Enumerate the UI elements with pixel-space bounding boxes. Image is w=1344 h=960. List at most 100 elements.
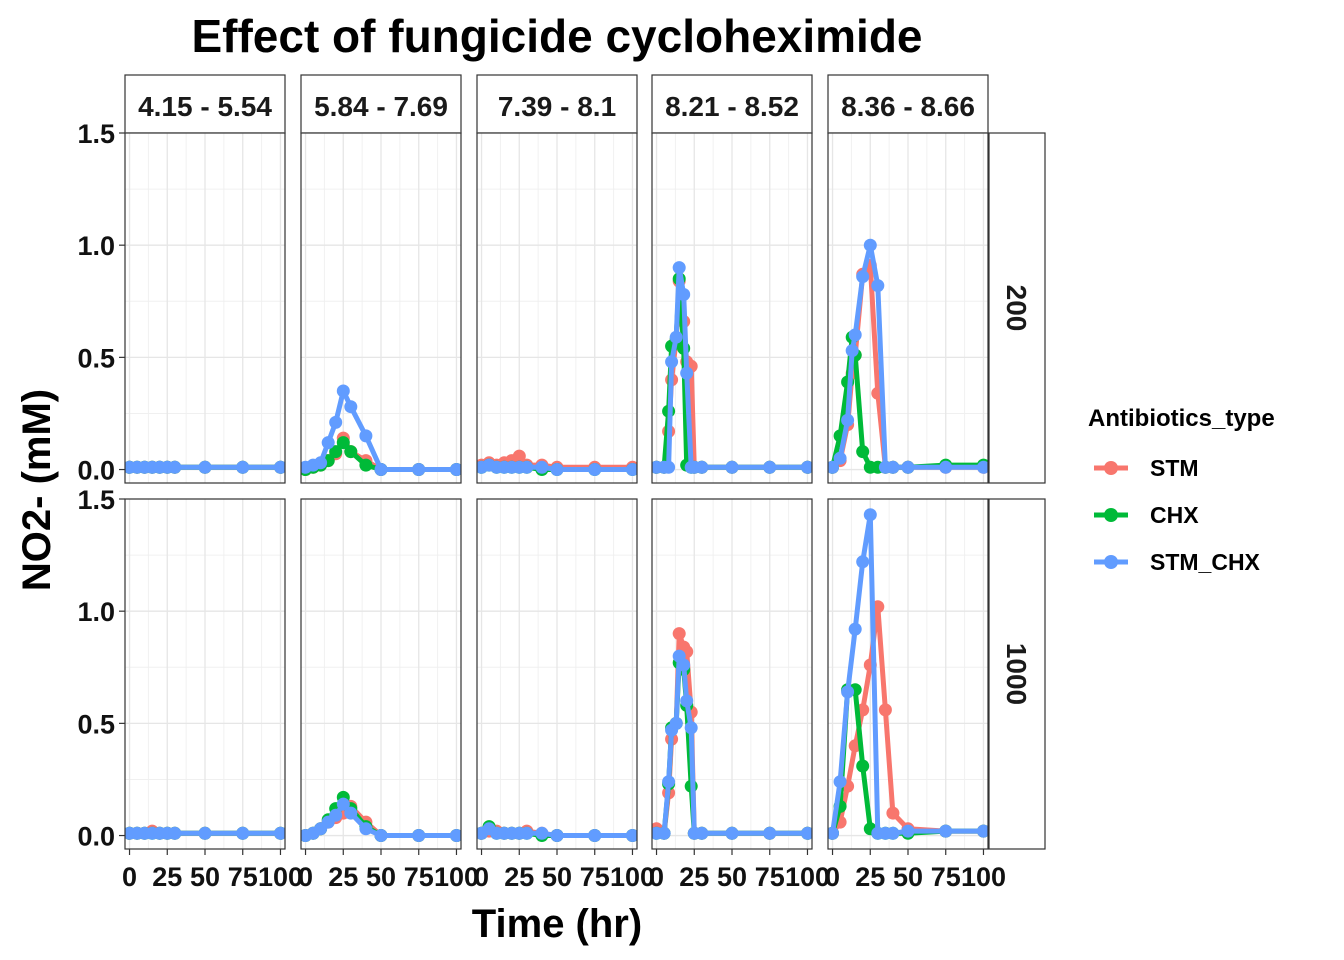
data-point-stm-chx	[672, 261, 686, 275]
x-tick-label: 75	[404, 862, 434, 892]
data-point-stm-chx	[848, 622, 862, 636]
data-point-stm-chx	[657, 826, 671, 840]
data-point-stm-chx	[588, 829, 602, 842]
panel-data	[652, 261, 812, 474]
facet-panel: 0 25 50 75 100	[298, 498, 479, 892]
data-point-stm-chx	[725, 460, 739, 474]
data-point-stm-chx	[677, 658, 691, 672]
data-point-stm-chx	[168, 826, 182, 840]
data-point-stm-chx	[550, 463, 564, 476]
data-point-stm-chx	[359, 822, 373, 836]
data-point-stm	[512, 449, 526, 463]
x-tick-label: 100	[961, 862, 1006, 892]
panel-data	[828, 508, 988, 840]
data-point-chx	[329, 445, 343, 459]
data-point-stm-chx	[321, 436, 335, 450]
data-point-stm-chx	[695, 826, 709, 840]
data-point-stm-chx	[845, 344, 859, 358]
legend-label: STM	[1150, 455, 1199, 481]
row-strip-label: 1000	[1001, 643, 1032, 705]
data-point-stm-chx	[329, 808, 343, 822]
data-point-stm-chx	[695, 460, 709, 474]
panel-data	[828, 238, 988, 474]
data-point-stm-chx	[939, 460, 953, 474]
data-point-stm-chx	[412, 463, 426, 476]
x-tick-label: 0	[474, 862, 489, 892]
data-point-stm-chx	[535, 460, 549, 474]
x-tick-label: 50	[542, 862, 572, 892]
data-point-stm-chx	[344, 400, 358, 414]
data-point-stm-chx	[520, 826, 534, 840]
data-point-stm-chx	[669, 330, 683, 344]
column-strip	[124, 74, 286, 134]
x-tick-label: 0	[825, 862, 840, 892]
y-tick-label: 0.0	[77, 456, 115, 486]
x-tick-label: 25	[855, 862, 885, 892]
data-point-stm	[886, 806, 900, 820]
data-point-stm-chx	[871, 279, 885, 293]
data-point-stm-chx	[863, 238, 877, 252]
x-tick-label: 100	[610, 862, 655, 892]
x-tick-label: 100	[258, 862, 303, 892]
data-point-chx	[856, 759, 870, 773]
data-point-stm	[672, 627, 686, 641]
data-point-stm-chx	[848, 328, 862, 342]
x-tick-label: 50	[893, 862, 923, 892]
facet-panel	[827, 132, 989, 484]
legend: Antibiotics_type STM CHX STM_CHX	[1088, 405, 1275, 575]
y-tick-label: 1.0	[77, 231, 115, 261]
x-tick-label: 25	[328, 862, 358, 892]
facet-grid: 4.15 - 5.54 5.84 - 7.69 7.39 - 8.1 8.21 - 8…	[77, 74, 1046, 892]
data-point-stm-chx	[329, 415, 343, 429]
data-point-stm-chx	[680, 694, 694, 708]
panel-data	[125, 460, 285, 474]
x-tick-label: 50	[190, 862, 220, 892]
x-tick-label: 75	[931, 862, 961, 892]
panel-data	[652, 627, 812, 840]
data-point-stm-chx	[344, 806, 358, 820]
y-tick-label: 0.0	[77, 822, 115, 852]
legend-label: STM_CHX	[1150, 549, 1261, 575]
data-point-stm-chx	[665, 355, 679, 369]
data-point-stm-chx	[901, 460, 915, 474]
data-point-stm-chx	[763, 460, 777, 474]
column-strip-label: 5.84 - 7.69	[314, 91, 448, 122]
y-tick-label: 0.5	[77, 709, 115, 739]
data-point-stm-chx	[412, 829, 426, 842]
facet-panel	[651, 132, 813, 484]
x-tick-label: 75	[228, 862, 258, 892]
legend-key-point	[1104, 461, 1118, 475]
data-point-stm-chx	[198, 826, 212, 840]
row-strip-label: 200	[1001, 285, 1032, 332]
data-point-stm-chx	[725, 826, 739, 840]
facet-panel	[300, 132, 462, 484]
row-strip	[988, 132, 1046, 484]
data-point-stm-chx	[588, 463, 602, 476]
y-axis-title: NO2- (mM)	[15, 389, 59, 591]
y-tick-label: 0.5	[77, 343, 115, 373]
data-point-stm-chx	[626, 463, 637, 476]
data-point-stm-chx	[662, 775, 676, 789]
column-strip-label: 8.36 - 8.66	[841, 91, 975, 122]
x-tick-label: 0	[122, 862, 137, 892]
data-point-stm-chx	[801, 826, 812, 840]
y-tick-label: 1.0	[77, 597, 115, 627]
data-point-stm-chx	[886, 826, 900, 840]
panel-data	[301, 790, 461, 842]
column-strip	[300, 74, 462, 134]
data-point-stm	[878, 703, 892, 717]
data-point-stm-chx	[680, 366, 694, 380]
legend-keys: STM CHX STM_CHX	[1094, 455, 1261, 575]
column-strip-label: 4.15 - 5.54	[138, 91, 272, 122]
data-point-stm-chx	[684, 721, 698, 735]
data-point-stm-chx	[550, 829, 564, 842]
data-point-stm-chx	[274, 826, 285, 840]
data-point-stm-chx	[833, 775, 847, 789]
column-strip	[476, 74, 638, 134]
data-point-stm-chx	[856, 555, 870, 569]
data-point-stm-chx	[274, 460, 285, 474]
data-point-stm-chx	[359, 429, 373, 443]
x-tick-label: 100	[785, 862, 830, 892]
x-axis-title: Time (hr)	[472, 902, 642, 946]
